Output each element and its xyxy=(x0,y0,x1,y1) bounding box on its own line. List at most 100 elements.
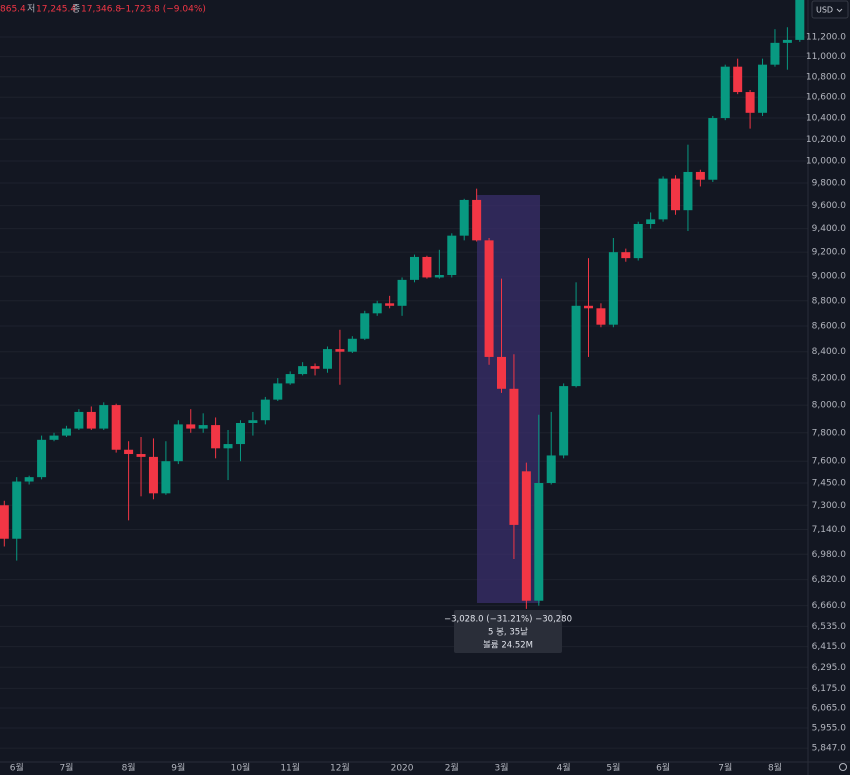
x-tick-label: 5월 xyxy=(606,762,620,774)
x-tick-label: 9월 xyxy=(171,762,185,774)
candle-body xyxy=(671,178,681,211)
x-tick-label: 12월 xyxy=(330,762,350,774)
candle-body xyxy=(770,42,780,65)
candle-body xyxy=(235,423,245,445)
header-value: 17,346.8 xyxy=(81,5,121,15)
candle-body xyxy=(459,199,469,236)
candle-body xyxy=(509,388,519,525)
candle-body xyxy=(74,411,84,429)
candle-body xyxy=(61,428,71,436)
currency-button[interactable]: USD xyxy=(811,0,849,19)
y-tick-label: 6,660.0 xyxy=(812,601,847,611)
y-tick-label: 6,415.0 xyxy=(812,642,847,652)
candle-body xyxy=(720,66,730,119)
x-tick-label: 11월 xyxy=(280,762,300,774)
x-tick-label: 8월 xyxy=(122,762,136,774)
tooltip-box xyxy=(454,610,562,653)
candle-body xyxy=(472,199,482,241)
candle-body xyxy=(347,338,357,352)
candle-body xyxy=(49,435,59,440)
y-tick-label: 6,175.0 xyxy=(812,684,847,694)
candle-body xyxy=(223,444,233,449)
candle-body xyxy=(534,483,544,601)
tooltip-line: −3,028.0 (−31.21%) −30,280 xyxy=(444,615,572,625)
currency-label[interactable]: USD xyxy=(816,6,833,15)
y-tick-label: 6,535.0 xyxy=(812,622,847,632)
candle-body xyxy=(683,171,693,211)
x-tick-label: 6월 xyxy=(656,762,670,774)
candle-body xyxy=(322,349,332,369)
y-tick-label: 8,000.0 xyxy=(812,401,847,411)
y-tick-label: 7,300.0 xyxy=(812,501,847,511)
y-tick-label: 8,400.0 xyxy=(812,347,847,357)
candle-body xyxy=(260,399,270,421)
y-tick-label: 9,200.0 xyxy=(812,248,847,258)
candle-body xyxy=(24,477,34,482)
candle-body xyxy=(484,240,494,357)
candle-body xyxy=(559,386,569,456)
candle-body xyxy=(0,505,9,539)
settings-icon[interactable] xyxy=(839,763,847,771)
candle-body xyxy=(136,454,146,457)
candle-body xyxy=(646,219,656,225)
header-value: 865.4 xyxy=(0,5,26,15)
settings-button[interactable] xyxy=(839,763,847,771)
candle-body xyxy=(148,456,158,494)
candle-body xyxy=(310,366,320,369)
candle-body xyxy=(397,279,407,306)
measure-tooltip: −3,028.0 (−31.21%) −30,280 5 봉, 35날 볼륨 2… xyxy=(444,610,572,653)
y-tick-label: 8,200.0 xyxy=(812,374,847,384)
header: 865.4 저 17,245.4 종 17,346.8 −1,723.8 (−9… xyxy=(0,4,206,15)
candle-body xyxy=(621,252,631,259)
tooltip-line: 볼륨 24.52M xyxy=(483,640,533,651)
candle-body xyxy=(571,305,581,387)
x-tick-label: 7월 xyxy=(59,762,73,774)
candle-body xyxy=(372,303,382,314)
candle-body xyxy=(198,425,208,429)
candle-body xyxy=(248,420,258,424)
candle-body xyxy=(795,0,805,40)
candle-body xyxy=(596,308,606,325)
candle-body xyxy=(173,424,183,462)
candle-body xyxy=(86,411,96,429)
candle-body xyxy=(37,439,47,478)
candle-body xyxy=(12,481,22,539)
candle-body xyxy=(422,256,432,278)
x-tick-label: 2020 xyxy=(391,764,414,774)
y-tick-label: 10,800.0 xyxy=(806,72,846,82)
y-tick-label: 6,820.0 xyxy=(812,575,847,585)
candle-body xyxy=(447,235,457,276)
candle-body xyxy=(546,455,556,484)
candle-body xyxy=(111,405,121,450)
currency-button-box[interactable] xyxy=(811,0,849,19)
x-tick-label: 8월 xyxy=(768,762,782,774)
candle-body xyxy=(273,383,283,400)
candle-body xyxy=(99,405,109,429)
candle-body xyxy=(758,64,768,113)
y-tick-label: 11,000.0 xyxy=(806,52,846,62)
y-tick-label: 10,600.0 xyxy=(806,93,846,103)
dropdown-caret[interactable] xyxy=(836,8,843,13)
header-label: 종 xyxy=(72,4,80,15)
y-tick-label: 9,800.0 xyxy=(812,179,847,189)
candle-body xyxy=(186,424,196,429)
y-tick-label: 10,200.0 xyxy=(806,135,846,145)
candle-body xyxy=(434,275,444,278)
candle-body xyxy=(360,313,370,339)
candle-body xyxy=(633,224,643,259)
candle-body xyxy=(745,92,755,113)
candle-body xyxy=(733,66,743,93)
candle-body xyxy=(521,471,531,601)
candle-body xyxy=(409,256,419,280)
candle-body xyxy=(584,305,594,309)
y-tick-label: 11,200.0 xyxy=(806,32,846,42)
y-tick-label: 6,065.0 xyxy=(812,704,847,714)
y-tick-label: 7,600.0 xyxy=(812,457,847,467)
x-tick-label: 3월 xyxy=(494,762,508,774)
candle-body xyxy=(285,374,295,384)
header-label: 저 xyxy=(27,4,35,15)
y-tick-label: 10,000.0 xyxy=(806,156,846,166)
tooltip-line: 5 봉, 35날 xyxy=(488,627,528,638)
y-tick-label: 5,847.0 xyxy=(812,744,847,754)
